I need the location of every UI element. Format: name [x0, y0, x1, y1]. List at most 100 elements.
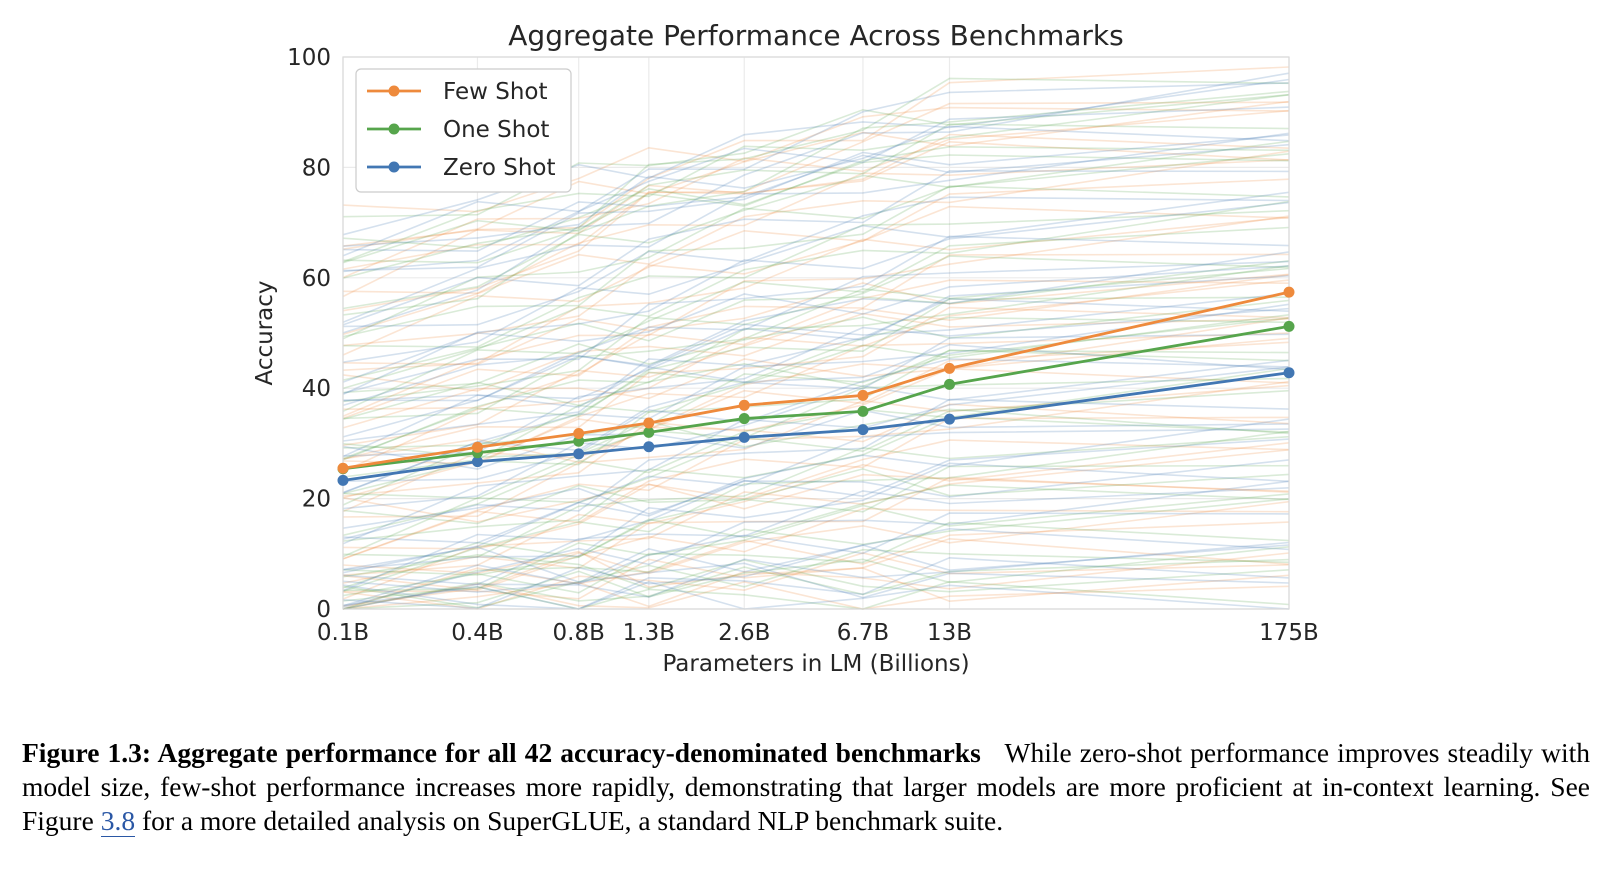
benchmark-line — [342, 143, 1290, 252]
benchmark-line — [342, 274, 1290, 447]
benchmark-line — [342, 541, 1290, 610]
y-tick-label: 40 — [302, 376, 331, 402]
benchmark-line — [342, 558, 1290, 610]
benchmark-line — [342, 556, 1290, 610]
x-tick-label: 2.6B — [718, 620, 770, 646]
benchmark-line — [342, 380, 1290, 560]
benchmark-line — [342, 398, 1290, 540]
y-tick-labels: 0 20 40 60 80 100 — [287, 45, 331, 623]
caption-text-after-link: for a more detailed analysis on SuperGLU… — [141, 805, 1004, 836]
x-tick-label: 0.1B — [317, 620, 369, 646]
benchmark-line — [342, 408, 1290, 459]
benchmark-line — [342, 317, 1290, 506]
benchmark-line — [342, 546, 1290, 610]
benchmark-line — [342, 366, 1290, 545]
legend[interactable]: Few Shot One Shot Zero Shot — [355, 68, 572, 193]
benchmark-line — [342, 303, 1290, 494]
x-axis-label: Parameters in LM (Billions) — [662, 651, 969, 677]
benchmark-line — [342, 358, 1290, 482]
benchmark-line — [342, 201, 1290, 396]
benchmark-line — [342, 507, 1290, 591]
benchmark-line — [342, 178, 1290, 356]
benchmark-line — [342, 123, 1290, 264]
data-point-few-shot — [1283, 286, 1295, 298]
benchmark-line — [342, 435, 1290, 558]
benchmark-line — [342, 439, 1290, 550]
data-point-zero-shot — [643, 441, 655, 453]
x-tick-label: 1.3B — [623, 620, 675, 646]
y-tick-label: 0 — [316, 597, 331, 623]
legend-marker-few-shot — [388, 85, 400, 97]
legend-label-few-shot: Few Shot — [443, 79, 548, 105]
series-line-zero-shot — [342, 371, 1290, 482]
benchmark-line — [342, 251, 1290, 438]
benchmark-line — [342, 140, 1290, 310]
benchmark-line — [342, 101, 1290, 312]
legend-marker-one-shot — [388, 123, 400, 135]
benchmark-line — [342, 140, 1290, 247]
benchmark-line — [342, 493, 1290, 592]
benchmark-line — [342, 341, 1290, 513]
benchmark-line — [342, 106, 1290, 257]
data-point-zero-shot — [337, 474, 349, 486]
benchmark-line — [342, 349, 1290, 420]
benchmark-line — [342, 498, 1290, 610]
benchmark-line — [342, 430, 1290, 593]
data-point-one-shot — [857, 405, 869, 417]
benchmark-line — [342, 209, 1290, 348]
data-point-zero-shot — [857, 424, 869, 436]
benchmark-line — [342, 226, 1290, 413]
x-tick-label: 0.4B — [451, 620, 503, 646]
data-point-one-shot — [643, 426, 655, 438]
benchmark-line — [342, 459, 1290, 529]
benchmark-line — [342, 359, 1290, 510]
benchmark-line — [342, 145, 1290, 264]
benchmark-line — [342, 480, 1290, 608]
legend-item-few-shot[interactable]: Few Shot — [367, 79, 548, 105]
data-point-few-shot — [471, 441, 483, 453]
benchmark-line — [342, 153, 1290, 340]
data-point-zero-shot — [943, 413, 955, 425]
data-point-few-shot — [573, 427, 585, 439]
benchmark-line — [342, 521, 1290, 597]
benchmark-line — [342, 428, 1290, 544]
benchmark-line — [342, 216, 1290, 371]
plot-frame — [342, 56, 1290, 610]
benchmark-line — [342, 296, 1290, 460]
legend-item-one-shot[interactable]: One Shot — [367, 117, 549, 143]
benchmark-line — [342, 333, 1290, 494]
x-tick-label: 175B — [1259, 620, 1319, 646]
benchmark-line — [342, 265, 1290, 383]
benchmark-line — [342, 253, 1290, 420]
background-benchmark-lines — [342, 66, 1290, 610]
benchmark-line — [342, 377, 1290, 500]
legend-marker-zero-shot — [388, 161, 400, 173]
benchmark-line — [342, 484, 1290, 576]
data-point-one-shot — [943, 378, 955, 390]
benchmark-line — [342, 550, 1290, 603]
benchmark-line — [342, 125, 1290, 247]
benchmark-line — [342, 389, 1290, 558]
benchmark-line — [342, 196, 1290, 328]
data-point-zero-shot — [738, 431, 750, 443]
figure-link[interactable]: 3.8 — [100, 805, 136, 837]
benchmark-line — [342, 93, 1290, 218]
y-tick-label: 100 — [287, 45, 331, 71]
benchmark-line — [342, 150, 1290, 336]
benchmark-line — [342, 106, 1290, 213]
data-point-one-shot — [573, 435, 585, 447]
benchmark-line — [342, 292, 1290, 407]
benchmark-line — [342, 537, 1290, 600]
legend-label-one-shot: One Shot — [443, 117, 549, 143]
x-tick-label: 0.8B — [553, 620, 605, 646]
benchmark-line — [342, 316, 1290, 449]
data-point-few-shot — [337, 462, 349, 474]
benchmark-line — [342, 299, 1290, 394]
data-point-zero-shot — [573, 448, 585, 460]
benchmark-line — [342, 521, 1290, 610]
x-tick-label: 13B — [927, 620, 972, 646]
benchmark-line — [342, 94, 1290, 263]
benchmark-line — [342, 273, 1290, 366]
benchmark-line — [342, 132, 1290, 324]
legend-item-zero-shot[interactable]: Zero Shot — [367, 155, 556, 181]
